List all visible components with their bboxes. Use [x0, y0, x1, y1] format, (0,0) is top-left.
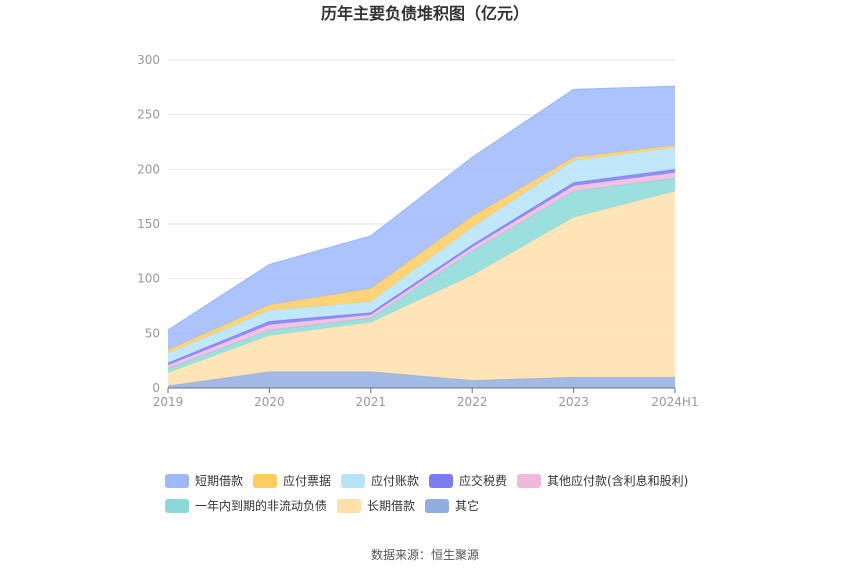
y-tick-label: 100 [137, 272, 160, 286]
legend-item[interactable]: 应付账款 [341, 473, 419, 488]
legend-label: 其他应付款(含利息和股利) [547, 473, 688, 488]
x-tick-label: 2024H1 [651, 395, 698, 409]
y-tick-label: 150 [137, 217, 160, 231]
legend-label: 应付票据 [283, 473, 331, 488]
legend-item[interactable]: 一年内到期的非流动负债 [165, 498, 327, 513]
legend-label: 其它 [455, 498, 479, 513]
y-tick-label: 50 [145, 326, 160, 340]
y-tick-label: 250 [137, 108, 160, 122]
plot-area [167, 85, 676, 388]
area-series-7 [168, 86, 675, 350]
legend-swatch [165, 499, 189, 513]
x-tick-label: 2020 [254, 395, 285, 409]
area-series-3 [168, 172, 675, 369]
legend-item[interactable]: 短期借款 [165, 474, 243, 488]
series-line-5 [167, 146, 676, 354]
x-tick-label: 2021 [356, 395, 387, 409]
legend: 短期借款 应付票据 应付账款 应交税费 其他应付款(含利息和股利) 一年内到期的非流动负债… [165, 473, 688, 513]
source-note: 数据来源：恒生聚源 [371, 547, 479, 562]
legend-item[interactable]: 其他应付款(含利息和股利) [517, 473, 688, 488]
legend-swatch [429, 474, 454, 488]
legend-label: 短期借款 [195, 474, 243, 488]
legend-swatch [517, 474, 542, 488]
y-tick-label: 300 [137, 53, 160, 67]
area-series-2 [168, 178, 675, 373]
area-series-5 [168, 147, 675, 363]
legend-swatch [337, 499, 362, 513]
x-tick-label: 2022 [457, 395, 488, 409]
legend-item[interactable]: 其它 [425, 498, 479, 513]
area-series-0 [168, 371, 675, 388]
legend-label: 一年内到期的非流动负债 [195, 498, 327, 513]
legend-item[interactable]: 应付票据 [253, 473, 331, 488]
area-series-1 [168, 191, 675, 386]
legend-item[interactable]: 应交税费 [429, 473, 507, 488]
y-tick-label: 200 [137, 162, 160, 176]
legend-swatch [253, 474, 278, 488]
series-line-4 [167, 168, 676, 364]
chart-title: 历年主要负债堆积图（亿元） [321, 4, 529, 23]
series-line-7 [167, 85, 676, 331]
x-tick-label: 2023 [558, 395, 589, 409]
legend-label: 长期借款 [367, 499, 415, 513]
legend-item[interactable]: 长期借款 [337, 499, 415, 513]
legend-swatch [165, 474, 189, 488]
legend-label: 应交税费 [459, 473, 507, 488]
x-tick-label: 2019 [153, 395, 184, 409]
axes: 0 50 100 150 200 250 300 2019 2020 2021 2022 2023 20… [137, 53, 699, 409]
y-tick-label: 0 [152, 381, 160, 395]
legend-swatch [341, 474, 366, 488]
legend-label: 应付账款 [371, 473, 419, 488]
legend-swatch [425, 499, 450, 513]
